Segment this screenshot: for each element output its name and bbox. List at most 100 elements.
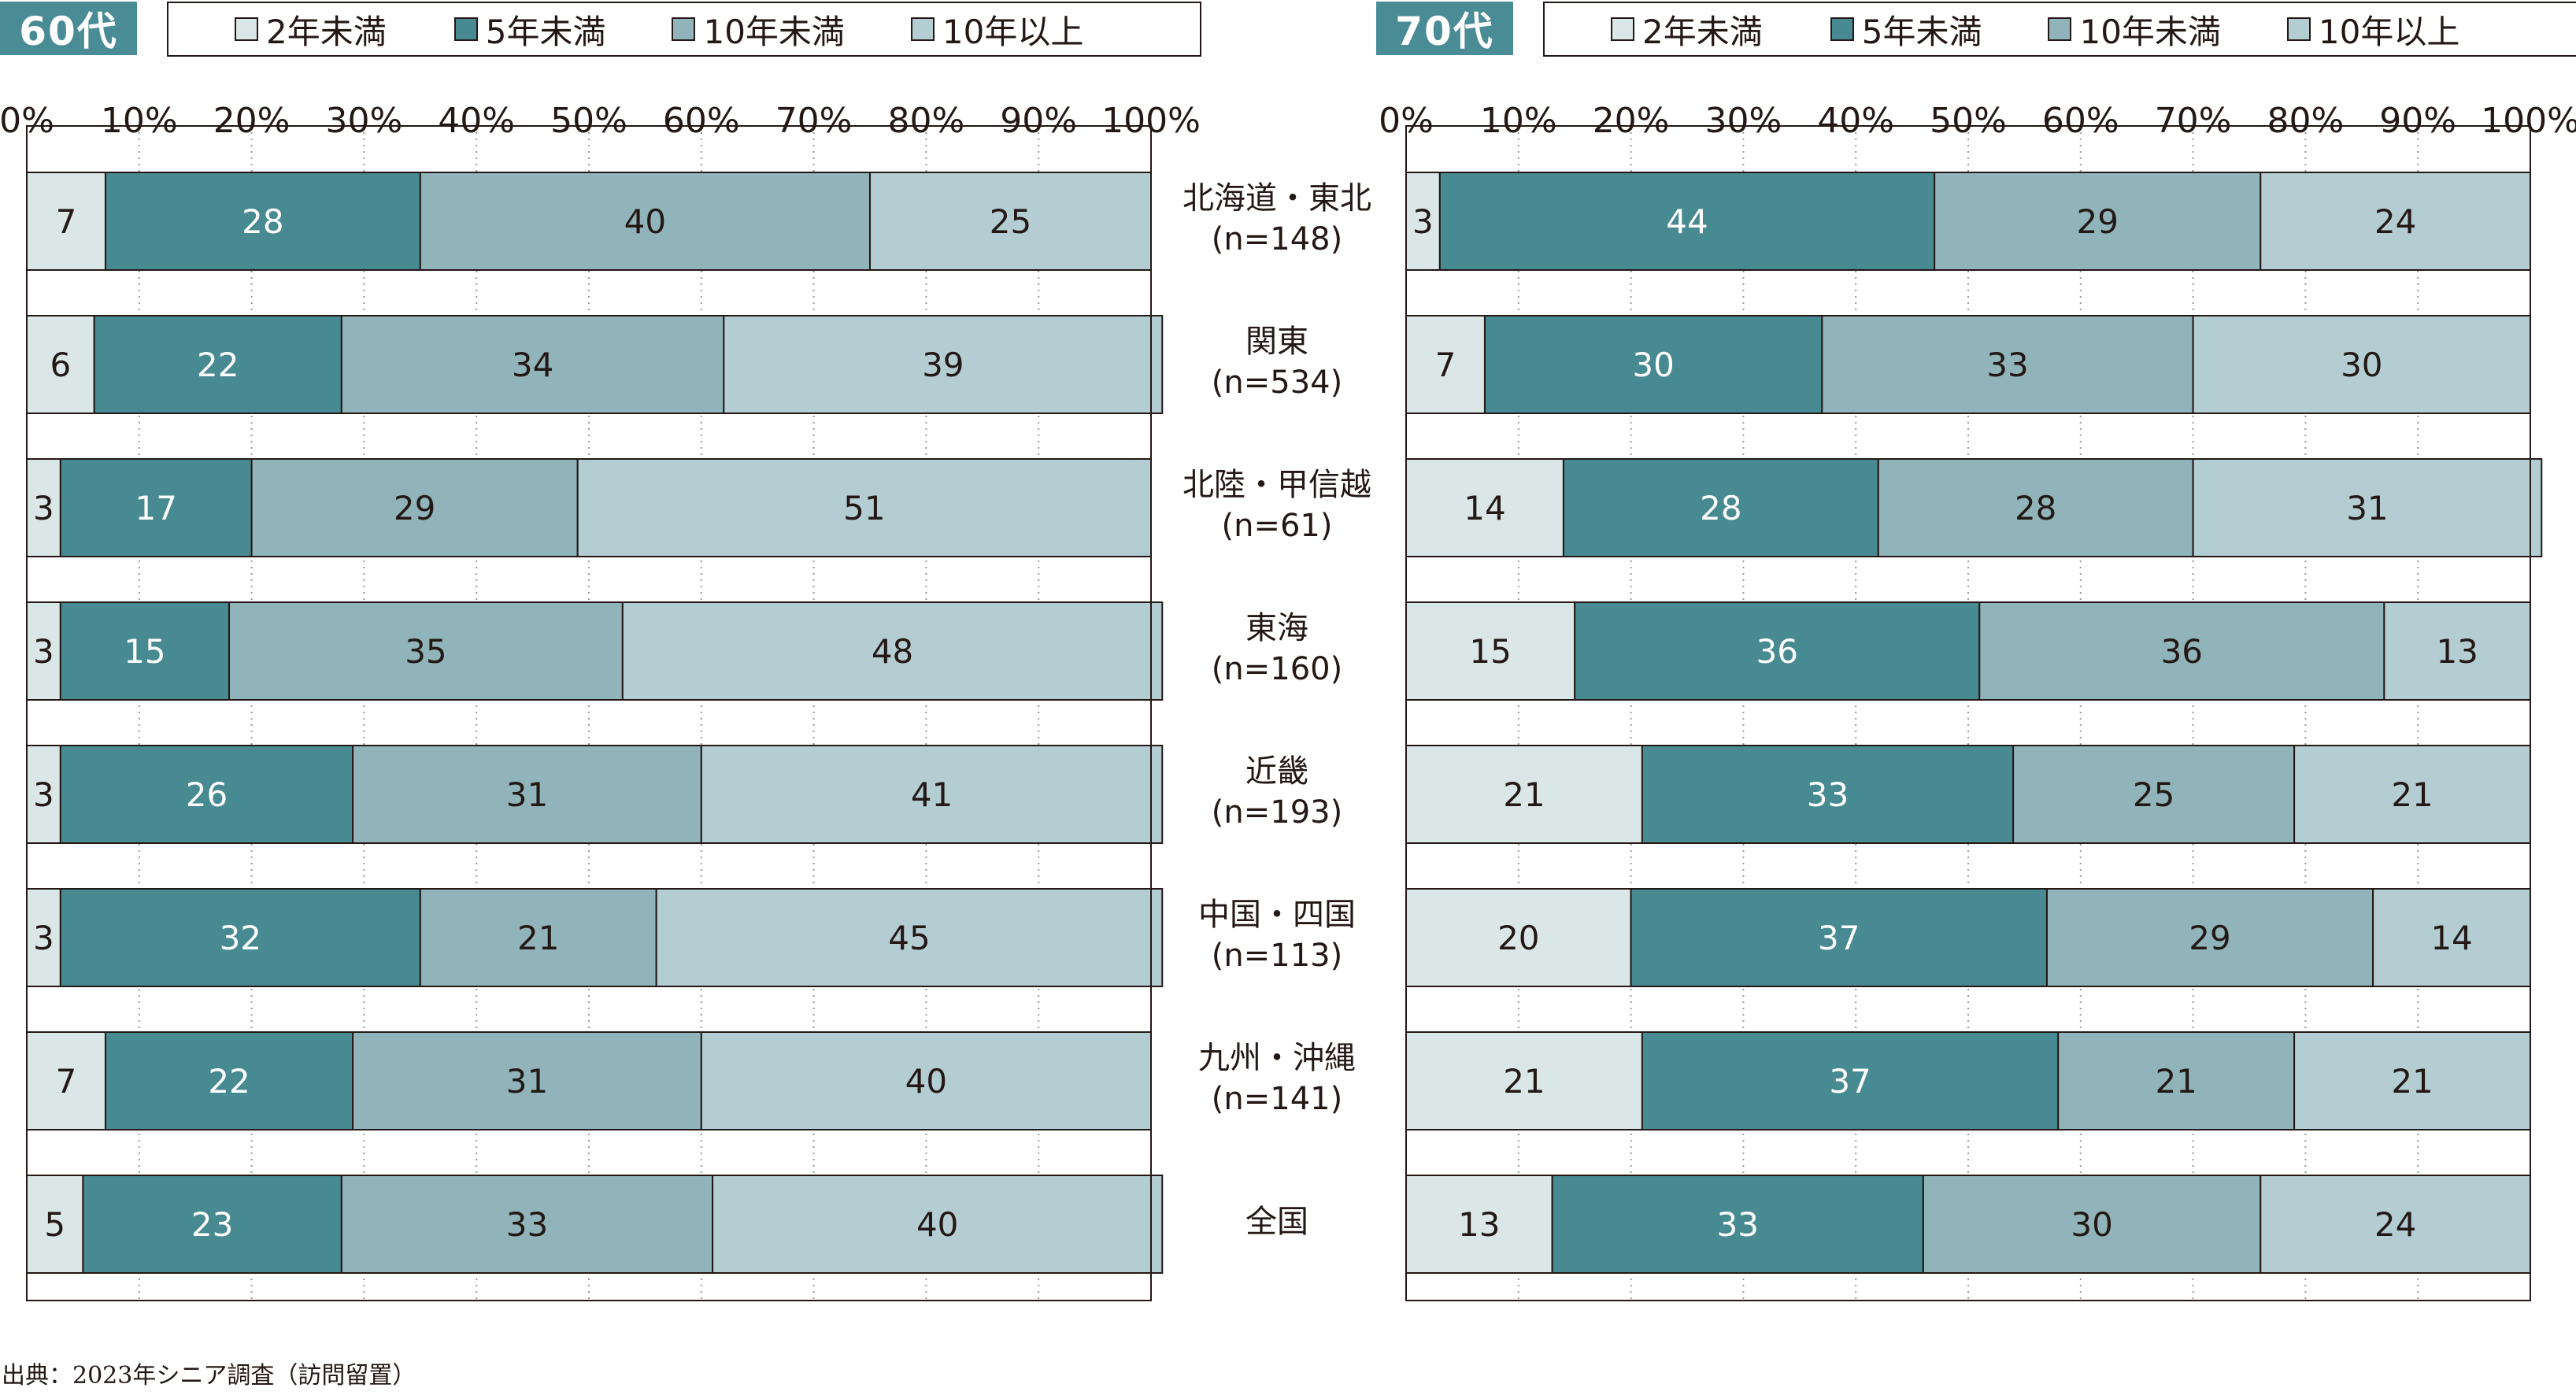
bar-segment — [2045, 888, 2374, 987]
region-label: 関東 (n=534) — [1151, 321, 1403, 403]
legend-item: 10年以上 — [910, 6, 1083, 54]
legend-60s: 2年未満 5年未満 10年未満 10年以上 — [167, 2, 1201, 57]
data-label: 30 — [2071, 1205, 2112, 1244]
bar-segment — [2057, 1031, 2296, 1130]
legend-item: 2年未満 — [235, 6, 387, 54]
bar-segment — [1574, 601, 1981, 701]
legend-item: 2年未満 — [1611, 6, 1763, 54]
bar-segment — [59, 745, 354, 844]
x-tick-label: 70% — [775, 101, 853, 141]
bar-segment — [2293, 1031, 2532, 1130]
legend-swatch — [672, 17, 696, 41]
data-label: 7 — [1435, 346, 1456, 384]
region-label: 東海 (n=160) — [1151, 608, 1403, 690]
data-label: 21 — [2391, 1062, 2433, 1101]
data-label: 26 — [186, 775, 228, 814]
legend-label: 2年未満 — [1642, 12, 1763, 51]
x-tick-label: 10% — [1480, 101, 1557, 141]
data-label: 33 — [1807, 775, 1849, 814]
legend-label: 2年未満 — [266, 12, 387, 51]
panel-title-70s: 70代 — [1376, 2, 1513, 55]
region-n: (n=113) — [1211, 938, 1343, 974]
bar-segment — [1438, 172, 1936, 271]
data-label: 21 — [2155, 1062, 2197, 1101]
bar-segment — [419, 172, 871, 271]
data-label: 28 — [2015, 489, 2056, 527]
bar-segment — [26, 458, 61, 557]
data-label: 15 — [124, 632, 165, 671]
x-tick-label: 80% — [888, 101, 965, 141]
region-label: 九州・沖縄 (n=141) — [1151, 1038, 1403, 1119]
region-label: 近畿 (n=193) — [1151, 751, 1403, 833]
bar-segment — [1821, 315, 2194, 414]
data-label: 23 — [191, 1205, 233, 1244]
bar-segment — [1922, 1175, 2262, 1274]
data-label: 3 — [33, 919, 54, 957]
bar-segment — [655, 888, 1164, 987]
region-label: 北陸・甲信越 (n=61) — [1151, 464, 1403, 546]
region-name: 近畿 — [1245, 753, 1308, 790]
data-label: 13 — [1458, 1205, 1500, 1244]
legend-label: 10年以上 — [2318, 12, 2460, 51]
data-label: 17 — [135, 489, 176, 527]
bar-segment — [1405, 888, 1632, 987]
data-label: 36 — [2161, 632, 2203, 671]
data-label: 25 — [2133, 775, 2174, 814]
data-label: 21 — [1503, 775, 1545, 814]
bar-segment — [1630, 888, 2048, 987]
region-n: (n=141) — [1211, 1081, 1343, 1117]
bar-segment — [1405, 1175, 1553, 1274]
bar-segment — [2192, 315, 2532, 414]
data-label: 30 — [2341, 346, 2382, 384]
data-label: 3 — [33, 489, 54, 527]
data-label: 15 — [1469, 632, 1511, 671]
data-label: 29 — [394, 489, 435, 527]
region-n: (n=193) — [1211, 794, 1343, 831]
bar-segment — [340, 1175, 714, 1274]
legend-item: 10年未満 — [672, 6, 845, 54]
panel-title-60s: 60代 — [0, 2, 137, 55]
region-name: 北海道・東北 — [1183, 180, 1371, 216]
bar-segment — [869, 172, 1152, 271]
region-name: 九州・沖縄 — [1198, 1040, 1356, 1076]
legend-swatch — [1611, 17, 1634, 41]
legend-item: 5年未満 — [1830, 6, 1982, 54]
plot-frame — [1405, 125, 2531, 1301]
data-label: 33 — [1717, 1205, 1759, 1244]
region-name: 東海 — [1245, 610, 1308, 646]
x-tick-label: 100% — [2481, 101, 2576, 141]
data-label: 3 — [33, 632, 54, 671]
bar-segment — [59, 888, 421, 987]
data-label: 24 — [2374, 1205, 2416, 1244]
data-label: 31 — [506, 1062, 548, 1101]
x-tick-label: 90% — [1000, 101, 1077, 141]
source-note: 出典：2023年シニア調査（訪問留置） — [2, 1362, 416, 1389]
bar-segment — [2293, 745, 2532, 844]
data-label: 33 — [506, 1205, 548, 1244]
bar-segment — [1934, 172, 2262, 271]
legend-swatch — [2286, 17, 2311, 41]
region-name: 全国 — [1245, 1204, 1308, 1240]
x-tick-label: 40% — [438, 101, 515, 141]
bar-segment — [26, 1031, 106, 1130]
data-label: 28 — [1700, 489, 1741, 527]
legend-swatch — [1830, 17, 1854, 41]
bar-segment — [1405, 745, 1643, 844]
bar-segment — [1641, 745, 2015, 844]
data-label: 14 — [2430, 919, 2472, 957]
data-label: 36 — [1756, 632, 1798, 671]
bar-segment — [2260, 1175, 2532, 1274]
region-n: (n=148) — [1211, 221, 1343, 257]
legend-item: 5年未満 — [453, 6, 605, 54]
bar-segment — [2012, 745, 2296, 844]
bar-segment — [352, 1031, 702, 1130]
data-label: 3 — [33, 775, 54, 814]
data-label: 29 — [2076, 202, 2118, 241]
bar-segment — [250, 458, 579, 557]
data-label: 24 — [2374, 202, 2416, 241]
data-label: 33 — [1986, 346, 2028, 384]
bar-segment — [59, 458, 253, 557]
legend-label: 10年未満 — [703, 12, 845, 51]
data-label: 5 — [44, 1205, 65, 1244]
